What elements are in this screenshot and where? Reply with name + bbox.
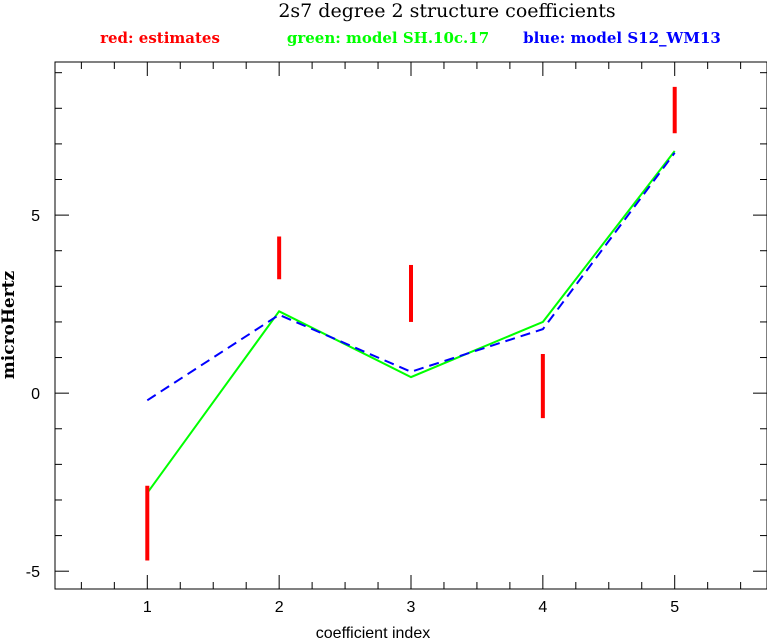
tick-labels: 1 2 3 4 5 -5 0 5 [26, 208, 679, 616]
y-tick-label: 0 [31, 386, 40, 403]
y-axis-label: microHertz [0, 270, 19, 379]
y-tick-label: 5 [31, 208, 40, 225]
y-tick-label: -5 [26, 564, 40, 581]
x-tick-label: 2 [275, 599, 284, 616]
legend: red: estimates green: model SH.10c.17 bl… [100, 29, 721, 47]
series-line [146, 150, 676, 494]
legend-entry-blue-model: blue: model S12_WM13 [523, 29, 721, 47]
x-tick-label: 5 [670, 599, 679, 616]
axis-ticks [55, 62, 767, 589]
series-line [146, 152, 676, 402]
estimate-bars [145, 86, 677, 561]
x-tick-label: 4 [538, 599, 547, 616]
chart-title: 2s7 degree 2 structure coefficients [278, 0, 615, 22]
x-tick-label: 1 [143, 599, 152, 616]
plot-frame [54, 61, 767, 590]
legend-entry-estimates: red: estimates [100, 29, 220, 47]
series-lines [146, 150, 676, 494]
x-axis-label: coefficient index [316, 625, 430, 641]
x-tick-label: 3 [407, 599, 416, 616]
legend-entry-green-model: green: model SH.10c.17 [287, 29, 489, 47]
